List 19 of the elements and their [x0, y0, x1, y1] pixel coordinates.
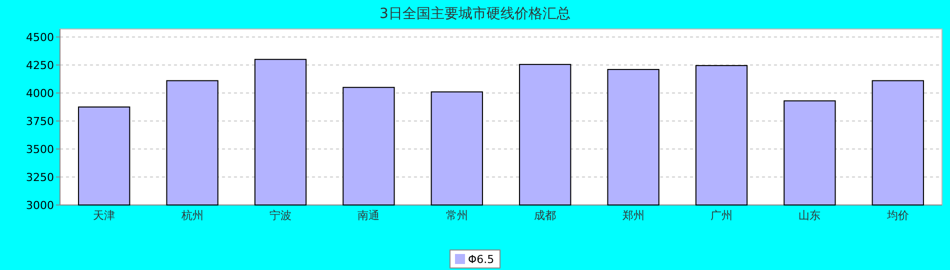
- y-tick-label: 4500: [26, 31, 54, 44]
- x-tick-label: 杭州: [180, 209, 204, 222]
- x-tick-label: 成都: [534, 209, 556, 222]
- y-tick-label: 3000: [26, 199, 54, 212]
- chart-title: 3日全国主要城市硬线价格汇总: [380, 6, 570, 22]
- x-tick-label: 常州: [446, 209, 468, 222]
- y-tick-label: 4250: [26, 59, 54, 72]
- y-tick-label: 3250: [26, 171, 54, 184]
- legend-label: Φ6.5: [468, 253, 494, 266]
- x-tick-label: 山东: [798, 209, 821, 222]
- x-tick-label: 宁波: [270, 209, 292, 222]
- x-tick-label: 郑州: [622, 209, 644, 222]
- y-tick-label: 3500: [26, 143, 54, 156]
- y-tick-label: 4000: [26, 87, 54, 100]
- x-tick-label: 南通: [358, 209, 380, 222]
- x-tick-label: 广州: [710, 209, 732, 222]
- x-tick-label: 均价: [886, 209, 909, 222]
- y-tick-label: 3750: [26, 115, 54, 128]
- x-tick-label: 天津: [93, 209, 116, 222]
